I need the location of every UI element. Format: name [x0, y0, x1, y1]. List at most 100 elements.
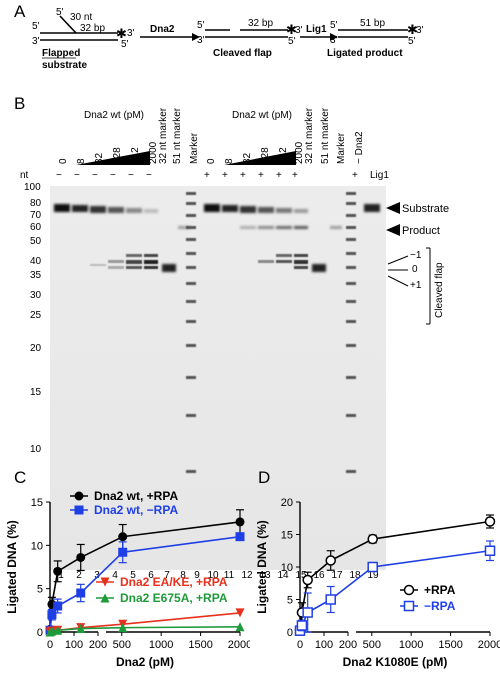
lig-sign-12: + — [240, 170, 246, 181]
chart-d-x-tick-label-1: 100 — [315, 639, 333, 651]
gel-right-annotations — [386, 202, 431, 325]
chart-d-y-axis-label: Ligated DNA (%) — [255, 520, 269, 614]
size-35: 35 — [30, 270, 42, 281]
chart-c-series-3-point-2 — [53, 625, 63, 635]
chart-c-legend-label-0: Dna2 wt, +RPA — [94, 489, 178, 503]
chart-c-series-1-point-2 — [53, 601, 63, 611]
chart-c-y-tick-label-1: 5 — [37, 584, 43, 596]
gel-image — [50, 186, 386, 570]
chart-d-x-tick-label-6: 2000 — [478, 639, 500, 651]
chart-c-series-0-point-2 — [53, 566, 63, 576]
gel-plus1-label: +1 — [410, 280, 422, 291]
size-25: 25 — [30, 310, 42, 321]
lane-18: 18 — [349, 570, 361, 581]
lig-sign-10: + — [204, 170, 210, 181]
schematic-5prime-end: 5' — [121, 39, 129, 50]
lane-15: 15 — [295, 570, 307, 581]
chart-c-legend-label-3: Dna2 E675A, +RPA — [120, 591, 228, 605]
chart-c-series-1-point-3 — [76, 588, 86, 598]
lane-7: 7 — [164, 570, 170, 581]
chart-c-x-tick-label-6: 2000 — [228, 639, 250, 651]
chart-d-series-0-point-3 — [325, 555, 336, 566]
chart-d-series-0-line-right — [372, 520, 491, 540]
chart-d-series-1-line-right — [372, 549, 491, 568]
schematic-5prime-flap: 5' — [56, 7, 64, 18]
panel-a-label: A — [14, 2, 26, 21]
lane-1: 1 — [58, 570, 64, 581]
size-10: 10 — [30, 444, 42, 455]
chart-d-y-tick-label-3: 15 — [281, 530, 293, 542]
chart-d-x-tick-label-0: 0 — [297, 639, 303, 651]
lane-11: 11 — [223, 570, 235, 581]
chart-c-y-axis-label: Ligated DNA (%) — [5, 520, 19, 614]
chart-c-series-0-point-5 — [235, 517, 245, 527]
chart-c-x-tick-label-3: 500 — [113, 639, 131, 651]
chart-d-legend-label-1: −RPA — [424, 599, 456, 613]
gel-product-label: Product — [402, 225, 440, 237]
chart-c-series-1-point-1 — [47, 610, 57, 620]
chart-c-x-tick-label-0: 0 — [47, 639, 53, 651]
chart-d-y-tick-label-0: 0 — [287, 627, 293, 639]
ligated-5prime-end: 5' — [408, 36, 416, 47]
chart-c-x-tick-label-5: 1500 — [188, 639, 212, 651]
chart-c-y-tick-label-0: 0 — [37, 627, 43, 639]
chart-c-series-0-point-4 — [118, 532, 128, 542]
gel-cleaved-flap-label: Cleaved flap — [434, 262, 445, 318]
lane-14: 14 — [277, 570, 289, 581]
chart-c-legend-marker-3 — [100, 593, 110, 603]
chart-d-y-tick-label-2: 10 — [281, 562, 293, 574]
lig-sign-11: + — [222, 170, 228, 181]
lane-13: 13 — [259, 570, 271, 581]
gel-nt-label: nt — [20, 170, 29, 181]
size-60: 60 — [30, 222, 42, 233]
chart-c-series-3-point-3 — [76, 624, 86, 634]
lane-8: 8 — [180, 570, 186, 581]
schematic-diagram: 5' 3' 5' 30 nt 32 bp ✱ 3' 5' Flapped sub… — [32, 7, 424, 71]
chart-d-series-0-point-2 — [302, 574, 313, 586]
chart-c-x-tick-label-4: 1000 — [149, 639, 173, 651]
cleaved-32bp: 32 bp — [248, 18, 273, 29]
substrate-label: substrate — [42, 60, 87, 71]
lig-sign-2: − — [74, 170, 80, 181]
lane-16: 16 — [313, 570, 325, 581]
ligated-3prime: 3' — [330, 35, 338, 46]
panel-c-label: C — [14, 468, 27, 487]
gel-zero-label: 0 — [412, 264, 418, 275]
chart-c-legend-label-2: Dna2 EA/KE, +RPA — [120, 575, 228, 589]
chart-d-x-tick-label-5: 1500 — [438, 639, 462, 651]
chart-d-legend-marker-1 — [403, 600, 415, 612]
lane-17: 17 — [331, 570, 343, 581]
lig-sign-4: − — [110, 170, 116, 181]
chart-c-series-3-point-4 — [118, 623, 128, 633]
chart-c-legend-label-1: Dna2 wt, −RPA — [94, 503, 178, 517]
chart-c-series-3-point-5 — [235, 622, 245, 632]
size-70: 70 — [30, 210, 42, 221]
cleaved-flap-label: Cleaved flap — [213, 48, 272, 59]
lane-9: 9 — [194, 570, 200, 581]
size-100: 100 — [24, 182, 41, 193]
lig1-arrow-label: Lig1 — [306, 24, 327, 35]
cleaved-5prime: 5' — [197, 20, 205, 31]
chart-c-legend-marker-0 — [74, 491, 84, 501]
cleaved-3prime-end: 3' — [295, 25, 303, 36]
chart-d-series-1-point-4 — [367, 561, 378, 573]
lane-5: 5 — [130, 570, 136, 581]
chart-d-y-tick-label-4: 20 — [281, 497, 293, 509]
chart-c-series-0-line-right — [122, 521, 241, 538]
schematic-star-3: ✱ — [407, 22, 418, 37]
schematic-star-1: ✱ — [116, 26, 127, 41]
lig-sign-3: − — [92, 170, 98, 181]
chart-c-x-tick-label-1: 100 — [65, 639, 83, 651]
gel-group-left-label: Dna2 wt (pM) — [84, 110, 145, 121]
schematic-3prime-end: 3' — [127, 28, 135, 39]
chart-d-y-tick-label-1: 5 — [287, 595, 293, 607]
chart-c-series-3-line-right — [122, 626, 241, 629]
gel-bands — [54, 192, 380, 473]
schematic-5prime-top: 5' — [32, 21, 40, 32]
chart-c-legend-marker-1 — [74, 505, 84, 515]
lig-sign-1: − — [56, 170, 62, 181]
chart-d-series-0-point-5 — [484, 516, 496, 527]
chart-c-series-1-line-right — [122, 535, 241, 554]
lane-6: 6 — [148, 570, 154, 581]
